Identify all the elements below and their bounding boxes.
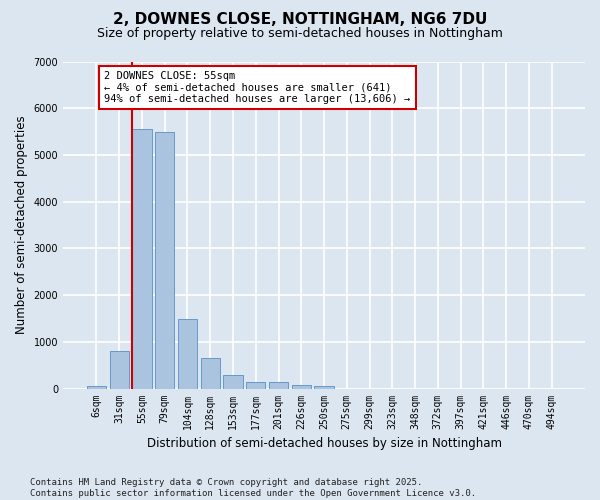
Bar: [178, 320, 197, 388]
Bar: [269, 382, 288, 388]
Bar: [246, 382, 265, 388]
Bar: [132, 129, 152, 388]
Bar: [223, 374, 242, 388]
Bar: [292, 385, 311, 388]
X-axis label: Distribution of semi-detached houses by size in Nottingham: Distribution of semi-detached houses by …: [146, 437, 502, 450]
Y-axis label: Number of semi-detached properties: Number of semi-detached properties: [15, 116, 28, 334]
Bar: [87, 386, 106, 388]
Bar: [155, 132, 175, 388]
Text: Size of property relative to semi-detached houses in Nottingham: Size of property relative to semi-detach…: [97, 28, 503, 40]
Bar: [314, 386, 334, 388]
Text: 2, DOWNES CLOSE, NOTTINGHAM, NG6 7DU: 2, DOWNES CLOSE, NOTTINGHAM, NG6 7DU: [113, 12, 487, 28]
Bar: [200, 358, 220, 388]
Bar: [110, 351, 129, 389]
Text: Contains HM Land Registry data © Crown copyright and database right 2025.
Contai: Contains HM Land Registry data © Crown c…: [30, 478, 476, 498]
Text: 2 DOWNES CLOSE: 55sqm
← 4% of semi-detached houses are smaller (641)
94% of semi: 2 DOWNES CLOSE: 55sqm ← 4% of semi-detac…: [104, 71, 410, 104]
